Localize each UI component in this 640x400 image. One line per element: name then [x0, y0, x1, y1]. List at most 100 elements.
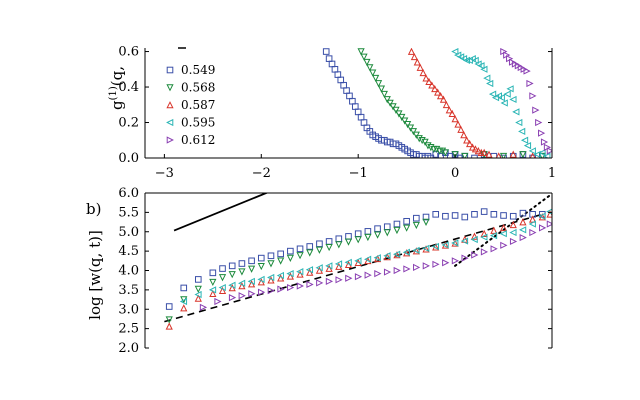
panel-b-point-series-0.587-8 [257, 278, 265, 286]
panel-b-point-series-0.612-16 [364, 271, 372, 279]
panel-a-point-series-0.568-34 [519, 151, 527, 158]
panel-a-ticks: 0.0 0.2 0.4 0.6 −3 −2 −1 0 1 [118, 45, 556, 181]
panel-b-point-series-0.612-5 [257, 288, 266, 296]
panel-a-point-series-0.612-11 [532, 106, 540, 114]
panel-b-point-series-0.595-14 [325, 262, 333, 270]
panel-a-point-series-0.568-9 [383, 96, 391, 104]
panel-b-point-series-0.568-2 [194, 285, 202, 294]
panel-b-point-series-0.595-36 [538, 212, 546, 220]
panel-a-point-series-0.612-14 [540, 138, 549, 146]
legend-marker-0.587 [166, 101, 174, 109]
panel-a-point-series-0.549-6 [340, 81, 347, 89]
panel-b-label: b) [86, 200, 101, 218]
panel-b-point-series-0.612-14 [345, 274, 353, 282]
panel-a-point-series-0.549-35 [424, 152, 432, 158]
panel-a-point-series-0.549-3 [331, 65, 339, 73]
panel-b-point-series-0.612-11 [316, 279, 324, 287]
panel-a-point-series-0.549-9 [349, 97, 356, 105]
panel-a-point-series-0.587-17 [457, 125, 465, 133]
panel-a-point-series-0.568-23 [424, 142, 432, 150]
panel-a-point-series-0.587-21 [468, 143, 477, 151]
panel-b-point-series-0.612-18 [383, 268, 392, 276]
legend-marker-0.568 [166, 84, 174, 92]
panel-b-point-series-0.568-21 [383, 229, 391, 237]
panel-b-y-tick-label: 4.5 [118, 244, 139, 259]
panel-b-point-series-0.587-13 [306, 268, 314, 276]
panel-a-point-series-0.549-13 [360, 119, 368, 126]
panel-a-point-series-0.595-24 [520, 136, 529, 144]
panel-a-point-series-0.568-6 [374, 80, 383, 88]
panel-a-point-series-0.568-13 [395, 110, 403, 118]
legend-marker-0.612 [166, 136, 174, 144]
panel-b-point-series-0.587-4 [218, 286, 227, 294]
panel-b-point-series-0.549-21 [383, 223, 391, 231]
panel-a-point-series-0.587-19 [463, 136, 471, 144]
panel-a-point-series-0.595-9 [477, 62, 485, 70]
panel-b-point-series-0.549-10 [277, 250, 284, 258]
panel-b-point-series-0.549-34 [509, 212, 517, 220]
panel-a-point-series-0.612-10 [529, 92, 537, 100]
panel-b-point-series-0.587-14 [315, 266, 324, 274]
panel-b-point-series-0.549-22 [393, 220, 401, 228]
panel-b-point-series-0.568-24 [412, 221, 420, 230]
panel-b-point-series-0.612-21 [413, 263, 421, 272]
panel-b-point-series-0.612-25 [451, 257, 460, 265]
panel-b-point-series-0.549-9 [267, 252, 275, 260]
panel-b-point-series-0.595-31 [489, 232, 498, 240]
panel-a-point-series-0.595-18 [503, 90, 511, 98]
panel-b-point-series-0.549-16 [335, 235, 343, 243]
panel-b-point-series-0.595-22 [402, 248, 410, 256]
panel-b-point-series-0.595-21 [393, 250, 401, 258]
panel-b-point-series-0.568-9 [267, 260, 275, 268]
panel-b-point-series-0.568-0 [165, 316, 173, 324]
panel-b-point-series-0.568-19 [364, 233, 372, 242]
panel-b-point-series-0.549-2 [194, 276, 202, 283]
panel-a-point-series-0.595-17 [500, 99, 508, 107]
panel-b-point-series-0.612-20 [403, 265, 411, 273]
legend-marker-0.549 [166, 66, 174, 74]
panel-b-point-series-0.587-30 [470, 232, 479, 240]
panel-a-point-series-0.587-13 [445, 106, 453, 114]
panel-b-point-series-0.595-24 [422, 244, 430, 253]
panel-b-point-series-0.595-3 [218, 283, 226, 292]
panel-b-point-series-0.595-2 [208, 286, 217, 294]
panel-b-point-series-0.549-1 [180, 284, 188, 292]
panel-a-point-series-0.568-24 [427, 144, 435, 152]
panel-a-point-series-0.595-10 [480, 65, 488, 73]
panel-b-point-series-0.549-24 [413, 214, 420, 222]
panel-a-point-series-0.549-7 [343, 87, 350, 94]
panel-a-point-series-0.587-7 [428, 81, 436, 89]
panel-a-plot-area [322, 48, 552, 158]
panel-a-point-series-0.595-12 [486, 79, 494, 88]
panel-b-point-series-0.612-6 [267, 287, 275, 295]
panel-a-point-series-0.568-0 [357, 48, 365, 56]
panel-b-point-series-0.595-16 [344, 258, 352, 266]
panel-b-point-series-0.595-4 [228, 281, 236, 289]
panel-b-point-series-0.612-8 [287, 283, 295, 292]
panel-b-y-tick-label: 2.0 [118, 341, 139, 356]
panel-a-y-label-main: g [108, 100, 126, 110]
panel-b-point-series-0.595-29 [470, 235, 478, 244]
panel-b-point-series-0.587-33 [499, 223, 508, 232]
panel-b-point-series-0.587-5 [228, 284, 236, 292]
panel-a: 0.0 0.2 0.4 0.6 −3 −2 −1 0 1 0.549 0.568 0.587 0.59… [108, 45, 556, 181]
panel-b-point-series-0.612-29 [490, 245, 498, 253]
panel-a-point-series-0.568-10 [386, 99, 394, 107]
panel-b-point-series-0.612-17 [374, 269, 382, 278]
panel-b-point-series-0.568-5 [228, 271, 236, 279]
panel-a-point-series-0.568-17 [406, 124, 415, 132]
panel-a-point-series-0.568-26 [433, 145, 441, 154]
panel-b-point-series-0.587-12 [296, 270, 304, 278]
panel-b-point-series-0.612-7 [277, 285, 285, 293]
panel-a-point-series-0.549-38 [437, 152, 444, 158]
panel-a-point-series-0.595-25 [523, 141, 532, 150]
panel-b-point-series-0.612-4 [248, 290, 256, 298]
panel-b-guide-line-dotted [454, 193, 552, 267]
panel-b-point-series-0.549-18 [354, 230, 362, 237]
panel-a-point-series-0.595-7 [471, 56, 479, 65]
panel-b-ticks: 2.0 2.5 3.0 3.5 4.0 4.5 5.0 5.5 6.0 [118, 186, 552, 356]
panel-b-point-series-0.587-3 [209, 289, 217, 298]
panel-b-point-series-0.587-6 [238, 282, 246, 290]
panel-a-point-series-0.568-19 [412, 131, 420, 139]
panel-a-y-tick-label: 0.6 [118, 45, 139, 60]
